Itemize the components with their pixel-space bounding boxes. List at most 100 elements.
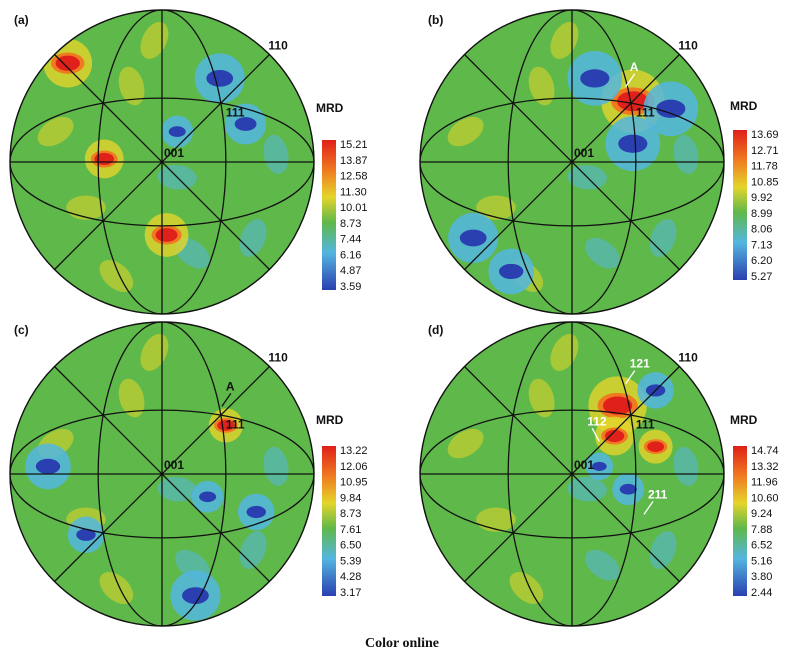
colorbar-tick-label: 9.84 bbox=[340, 492, 361, 504]
colorbar-tick-label: 3.80 bbox=[751, 571, 772, 583]
great-circle-line bbox=[464, 366, 680, 582]
pole-label-111: 111 bbox=[636, 105, 655, 119]
pole-figure-panel: (c) 001 111 110 A MRD 13.22 12.06 10.95 9.84 8.73 7… bbox=[9, 321, 368, 627]
pole-label-110: 110 bbox=[268, 39, 288, 53]
texture-patch bbox=[528, 378, 555, 418]
annotation-arrow bbox=[221, 393, 232, 407]
stereographic-net bbox=[420, 10, 724, 314]
great-circle-arc bbox=[507, 10, 637, 314]
texture-patch bbox=[476, 507, 516, 532]
colorbar-tick-label: 13.69 bbox=[751, 129, 779, 141]
panel-label: (d) bbox=[428, 323, 443, 337]
colorbar-tick-label: 10.85 bbox=[751, 176, 779, 188]
intensity-peak bbox=[619, 483, 637, 495]
intensity-peak bbox=[35, 458, 61, 474]
colorbar-tick-label: 3.17 bbox=[340, 587, 361, 599]
colorbar-tick-label: 8.06 bbox=[751, 224, 772, 236]
texture-patch bbox=[239, 531, 267, 569]
intensity-peak bbox=[76, 528, 96, 541]
pole-annotation: A bbox=[226, 379, 235, 393]
pole-label-111: 111 bbox=[636, 417, 655, 431]
great-circle-arc bbox=[507, 322, 637, 626]
intensity-peak bbox=[656, 99, 686, 118]
colorbar-tick-label: 10.01 bbox=[340, 202, 368, 214]
stereogram-outline bbox=[419, 321, 725, 627]
texture-patch bbox=[118, 66, 145, 106]
panel-label: (c) bbox=[14, 323, 29, 337]
intensity-peak bbox=[155, 228, 178, 242]
stereographic-net bbox=[420, 322, 724, 626]
pole-annotation: 121 bbox=[630, 357, 650, 371]
colorbar bbox=[322, 446, 336, 596]
colorbar-tick-label: 13.22 bbox=[340, 445, 368, 457]
great-circle-arc bbox=[10, 97, 314, 227]
colorbar-tick-label: 11.96 bbox=[751, 477, 778, 489]
intensity-peak bbox=[246, 505, 266, 519]
texture-patch bbox=[263, 134, 289, 174]
great-circle-line bbox=[54, 54, 270, 270]
colorbar-tick-label: 8.73 bbox=[340, 218, 361, 230]
colorbar-tick-label: 7.88 bbox=[751, 524, 772, 536]
texture-patch bbox=[649, 219, 677, 257]
pole-label-111: 111 bbox=[226, 105, 245, 119]
colorbar-title: MRD bbox=[316, 101, 344, 115]
texture-patch bbox=[476, 195, 516, 220]
great-circle-arc bbox=[420, 409, 724, 539]
texture-patch bbox=[673, 134, 699, 174]
annotation-arrow bbox=[643, 500, 654, 515]
colorbar-tick-label: 8.99 bbox=[751, 208, 772, 220]
pole-label-110: 110 bbox=[678, 351, 698, 365]
great-circle-arc bbox=[97, 10, 227, 314]
colorbar-tick-label: 4.28 bbox=[340, 571, 361, 583]
pole-figure-panel: (d) 001 111 110 121 112 211 MRD 14.74 13.32 11.96 1… bbox=[419, 321, 779, 627]
colorbar-tick-label: 7.13 bbox=[751, 239, 772, 251]
texture-patch bbox=[66, 195, 106, 220]
pole-label-001: 001 bbox=[574, 458, 594, 472]
intensity-peak bbox=[94, 152, 114, 166]
colorbar-tick-label: 5.16 bbox=[751, 555, 772, 567]
colorbar bbox=[733, 130, 747, 280]
great-circle-line bbox=[464, 54, 680, 270]
intensity-peak bbox=[182, 587, 209, 604]
intensity-peak bbox=[206, 70, 234, 87]
colorbar-tick-label: 7.44 bbox=[340, 234, 361, 246]
colorbar-tick-label: 11.78 bbox=[751, 161, 778, 173]
colorbar-tick-label: 9.92 bbox=[751, 192, 772, 204]
colorbar-title: MRD bbox=[730, 413, 758, 427]
colorbar-tick-label: 4.87 bbox=[340, 265, 361, 277]
colorbar-tick-label: 6.52 bbox=[751, 540, 772, 552]
texture-patch bbox=[263, 446, 289, 486]
colorbar-tick-label: 10.60 bbox=[751, 492, 779, 504]
pole-label-001: 001 bbox=[164, 458, 184, 472]
intensity-peak bbox=[618, 134, 648, 153]
texture-patch bbox=[37, 116, 74, 147]
intensity-peak bbox=[199, 491, 217, 503]
texture-patch bbox=[649, 531, 677, 569]
texture-patch bbox=[447, 116, 484, 147]
intensity-map bbox=[37, 21, 289, 293]
colorbar-tick-label: 8.73 bbox=[340, 508, 361, 520]
great-circle-arc bbox=[97, 322, 227, 626]
pole-label-110: 110 bbox=[678, 39, 698, 53]
texture-patch bbox=[99, 259, 134, 293]
intensity-peak bbox=[55, 55, 80, 71]
intensity-peak bbox=[580, 69, 610, 88]
intensity-peak bbox=[603, 396, 633, 415]
stereogram-outline bbox=[419, 9, 725, 315]
intensity-peak bbox=[604, 429, 625, 443]
colorbar-tick-label: 6.20 bbox=[751, 255, 772, 267]
colorbar-tick-label: 11.30 bbox=[340, 186, 367, 198]
texture-patch bbox=[239, 219, 267, 257]
colorbar-tick-label: 14.74 bbox=[751, 445, 779, 457]
texture-patch bbox=[585, 237, 620, 269]
great-circle-line bbox=[54, 366, 270, 582]
colorbar bbox=[322, 140, 336, 290]
colorbar-tick-label: 13.87 bbox=[340, 155, 368, 167]
colorbar-tick-label: 5.27 bbox=[751, 271, 772, 283]
annotation-arrow bbox=[625, 370, 636, 384]
stereographic-net bbox=[10, 10, 314, 314]
stereographic-net bbox=[10, 322, 314, 626]
colorbar-tick-label: 13.32 bbox=[751, 461, 779, 473]
intensity-peak bbox=[168, 126, 186, 137]
pole-label-111: 111 bbox=[226, 417, 245, 431]
